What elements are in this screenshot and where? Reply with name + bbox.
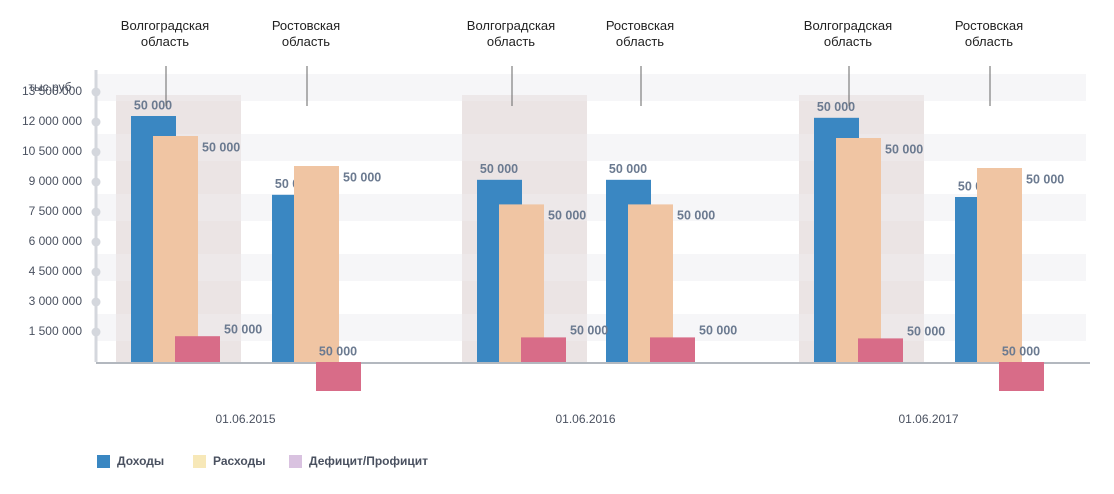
- group-label: 01.06.2017: [898, 412, 958, 426]
- bar: [628, 204, 673, 362]
- bar: [153, 136, 198, 362]
- value-label: 50 000: [817, 100, 855, 114]
- y-tick-label: 12 000 000: [22, 114, 82, 128]
- tick-mark: [91, 297, 101, 307]
- category-label: Волгоградская область: [120, 18, 210, 49]
- bar: [650, 337, 695, 362]
- legend-swatch: [289, 455, 302, 468]
- group-label: 01.06.2015: [215, 412, 275, 426]
- category-label: Волгоградская область: [466, 18, 556, 49]
- y-tick-label: 1 500 000: [29, 324, 83, 338]
- legend-swatch: [97, 455, 110, 468]
- value-label: 50 000: [699, 324, 737, 338]
- value-label: 50 000: [548, 209, 586, 223]
- group-label: 01.06.2016: [555, 412, 615, 426]
- category-label: Волгоградская область: [803, 18, 893, 49]
- y-tick-label: 4 500 000: [29, 264, 83, 278]
- y-tick-label: 3 000 000: [29, 294, 83, 308]
- value-label: 50 000: [319, 344, 357, 358]
- grid-band: [96, 134, 1086, 161]
- tick-mark: [91, 207, 101, 217]
- tick-mark: [91, 177, 101, 187]
- value-label: 50 000: [202, 140, 240, 154]
- value-label: 50 000: [1002, 344, 1040, 358]
- bar: [175, 336, 220, 362]
- y-axis-label: тыс.руб: [28, 80, 71, 94]
- y-tick-label: 13 500 000: [22, 84, 82, 98]
- legend-label: Доходы: [117, 454, 164, 468]
- y-tick-label: 9 000 000: [29, 174, 83, 188]
- y-tick-label: 6 000 000: [29, 234, 83, 248]
- tick-mark: [91, 87, 101, 97]
- value-label: 50 000: [907, 325, 945, 339]
- tick-mark: [91, 147, 101, 157]
- value-label: 50 000: [677, 209, 715, 223]
- legend-label: Расходы: [213, 454, 265, 468]
- tick-mark: [91, 327, 101, 337]
- bar: [977, 168, 1022, 362]
- bar: [294, 166, 339, 362]
- value-label: 50 000: [224, 322, 262, 336]
- grid-band: [96, 254, 1086, 281]
- value-label: 50 000: [885, 142, 923, 156]
- bar: [858, 338, 903, 362]
- value-label: 50 000: [609, 162, 647, 176]
- value-label: 50 000: [480, 162, 518, 176]
- value-label: 50 000: [570, 324, 608, 338]
- grid-band: [96, 194, 1086, 221]
- category-label: Ростовская область: [605, 18, 675, 49]
- tick-mark: [91, 117, 101, 127]
- legend-swatch: [193, 455, 206, 468]
- legend-label: Дефицит/Профицит: [309, 454, 428, 468]
- category-label: Ростовская область: [954, 18, 1024, 49]
- bar: [521, 337, 566, 362]
- category-label: Ростовская область: [271, 18, 341, 49]
- grid-band: [96, 74, 1086, 101]
- value-label: 50 000: [134, 98, 172, 112]
- tick-mark: [91, 237, 101, 247]
- value-label: 50 000: [343, 170, 381, 184]
- bar: [999, 362, 1044, 391]
- bar: [836, 138, 881, 362]
- tick-mark: [91, 267, 101, 277]
- y-tick-label: 7 500 000: [29, 204, 83, 218]
- y-tick-label: 10 500 000: [22, 144, 82, 158]
- bar: [316, 362, 361, 391]
- bar: [499, 204, 544, 362]
- value-label: 50 000: [1026, 172, 1064, 186]
